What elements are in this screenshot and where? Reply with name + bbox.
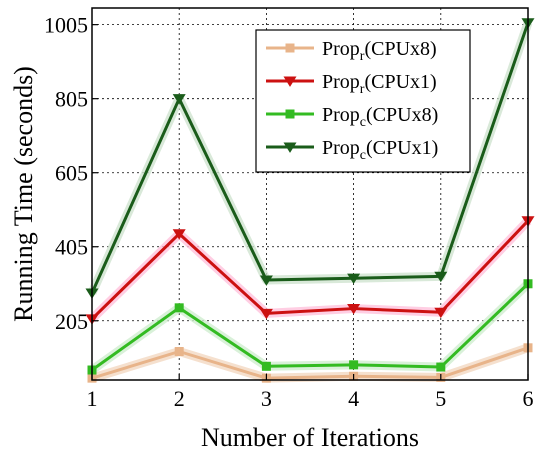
legend: Propr(CPUx8) Propr(CPUx1) Propc(CPUx8) Prop… <box>255 29 471 173</box>
data-point <box>174 346 184 356</box>
series-layer <box>85 18 535 383</box>
legend-swatch-marker <box>285 109 295 119</box>
data-point <box>434 271 448 283</box>
y-tick-label: 805 <box>55 87 88 112</box>
data-point <box>259 308 273 320</box>
legend-label: Propc(CPUx8) <box>322 104 438 130</box>
y-tick-label: 605 <box>55 161 88 186</box>
tick-labels: 1 2 3 4 5 6 205 405 605 805 1005 <box>44 13 534 411</box>
x-axis-label: Number of Iterations <box>201 423 419 452</box>
data-point <box>259 275 273 286</box>
series-line <box>91 346 529 380</box>
legend-swatch-marker <box>283 76 297 87</box>
legend-item: Propr(CPUx1) <box>266 71 437 97</box>
y-tick-label: 205 <box>55 309 88 334</box>
data-point <box>347 273 361 285</box>
y-tick-label: 1005 <box>44 13 88 38</box>
legend-label: Propr(CPUx8) <box>322 38 437 64</box>
x-tick-label: 1 <box>87 386 98 411</box>
legend-label: Propc(CPUx1) <box>322 137 438 163</box>
plot-frame <box>91 7 529 381</box>
data-point <box>172 94 186 105</box>
series-r-cpux1 <box>85 216 535 325</box>
data-point <box>172 229 186 240</box>
x-tick-label: 4 <box>348 386 359 411</box>
axis-ticks <box>91 24 529 380</box>
data-point <box>261 361 271 371</box>
data-point <box>434 307 448 319</box>
x-tick-label: 6 <box>523 386 534 411</box>
x-tick-label: 5 <box>435 386 446 411</box>
data-point <box>436 362 446 372</box>
series-c-cpux1 <box>85 18 535 299</box>
legend-item: Propc(CPUx8) <box>266 104 438 130</box>
legend-item: Propr(CPUx8) <box>266 38 437 64</box>
x-tick-label: 3 <box>261 386 272 411</box>
data-point <box>349 360 359 370</box>
series-line <box>90 219 530 320</box>
series-glow <box>88 217 532 323</box>
legend-item: Propc(CPUx1) <box>266 137 438 163</box>
series-line <box>90 22 530 294</box>
data-point <box>174 303 184 313</box>
legend-swatch-marker <box>285 43 295 53</box>
y-axis-label: Running Time (seconds) <box>9 66 38 322</box>
legend-swatch-marker <box>283 142 297 153</box>
legend-label: Propr(CPUx1) <box>322 71 437 97</box>
x-tick-label: 2 <box>174 386 185 411</box>
data-point <box>347 304 361 315</box>
y-tick-label: 405 <box>55 235 88 260</box>
series-line <box>91 282 530 372</box>
